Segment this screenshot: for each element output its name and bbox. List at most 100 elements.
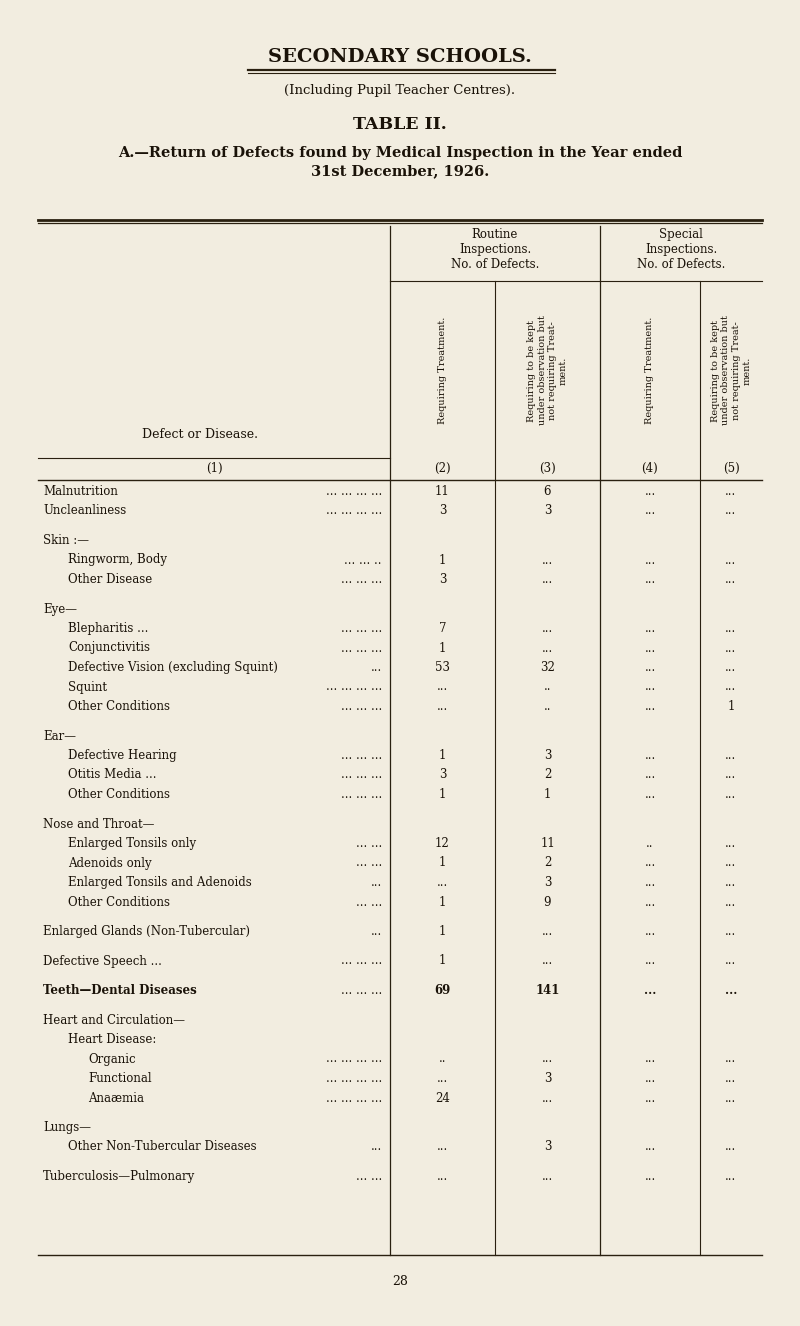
Text: ...: ... [726,1091,737,1105]
Text: ...: ... [726,642,737,655]
Text: 3: 3 [438,573,446,586]
Text: Heart Disease:: Heart Disease: [68,1033,156,1046]
Text: ...: ... [725,984,737,997]
Text: Other Disease: Other Disease [68,573,152,586]
Text: 3: 3 [544,749,551,762]
Text: Enlarged Tonsils and Adenoids: Enlarged Tonsils and Adenoids [68,876,252,888]
Text: ..: .. [438,1053,446,1066]
Text: ...: ... [644,700,656,713]
Text: ...: ... [542,926,553,937]
Text: Uncleanliness: Uncleanliness [43,504,126,517]
Text: ...: ... [644,955,656,968]
Text: ...: ... [726,876,737,888]
Text: ...: ... [726,788,737,801]
Text: ...: ... [644,642,656,655]
Text: ... ...: ... ... [356,895,382,908]
Text: ...: ... [542,553,553,566]
Text: ... ... ...: ... ... ... [341,573,382,586]
Text: 11: 11 [435,485,450,499]
Text: 3: 3 [544,1140,551,1154]
Text: 1: 1 [727,700,734,713]
Text: ... ... ... ...: ... ... ... ... [326,1091,382,1105]
Text: ...: ... [644,749,656,762]
Text: 1: 1 [544,788,551,801]
Text: ...: ... [437,876,448,888]
Text: ... ...: ... ... [356,837,382,850]
Text: ...: ... [726,1071,737,1085]
Text: Conjunctivitis: Conjunctivitis [68,642,150,655]
Text: SECONDARY SCHOOLS.: SECONDARY SCHOOLS. [268,48,532,66]
Text: 1: 1 [439,955,446,968]
Text: ...: ... [644,895,656,908]
Text: ... ... ...: ... ... ... [341,622,382,635]
Text: ...: ... [726,553,737,566]
Text: Routine
Inspections.
No. of Defects.: Routine Inspections. No. of Defects. [451,228,539,271]
Text: ...: ... [437,1170,448,1183]
Text: ... ... ...: ... ... ... [341,769,382,781]
Text: Organic: Organic [88,1053,136,1066]
Text: Anaæmia: Anaæmia [88,1091,144,1105]
Text: ...: ... [726,926,737,937]
Text: ...: ... [644,876,656,888]
Text: ...: ... [726,895,737,908]
Text: Defective Vision (excluding Squint): Defective Vision (excluding Squint) [68,660,278,674]
Text: TABLE II.: TABLE II. [353,115,447,133]
Text: Defective Speech ...: Defective Speech ... [43,955,162,968]
Text: ...: ... [542,955,553,968]
Text: 31st December, 1926.: 31st December, 1926. [311,164,489,178]
Text: ...: ... [726,955,737,968]
Text: 32: 32 [540,660,555,674]
Text: ...: ... [644,1170,656,1183]
Text: ...: ... [370,660,382,674]
Text: ...: ... [726,837,737,850]
Text: ...: ... [370,926,382,937]
Text: A.—Return of Defects found by Medical Inspection in the Year ended: A.—Return of Defects found by Medical In… [118,146,682,160]
Text: Skin :—: Skin :— [43,534,89,548]
Text: ...: ... [726,504,737,517]
Text: ...: ... [542,642,553,655]
Text: ..: .. [544,680,551,693]
Text: 1: 1 [439,857,446,870]
Text: Squint: Squint [68,680,107,693]
Text: (5): (5) [722,461,739,475]
Text: ... ...: ... ... [356,1170,382,1183]
Text: ..: .. [646,837,654,850]
Text: Teeth—Dental Diseases: Teeth—Dental Diseases [43,984,197,997]
Text: ...: ... [644,1091,656,1105]
Text: Defective Hearing: Defective Hearing [68,749,177,762]
Text: ...: ... [644,504,656,517]
Text: ...: ... [644,622,656,635]
Text: Defect or Disease.: Defect or Disease. [142,428,258,442]
Text: Requiring to be kept
under observation but
not requiring Treat-
ment.: Requiring to be kept under observation b… [527,316,568,426]
Text: 2: 2 [544,769,551,781]
Text: ...: ... [726,857,737,870]
Text: ... ... ...: ... ... ... [341,984,382,997]
Text: Ear—: Ear— [43,729,76,743]
Text: ...: ... [542,622,553,635]
Text: ...: ... [644,485,656,499]
Text: ...: ... [437,1071,448,1085]
Text: Heart and Circulation—: Heart and Circulation— [43,1013,185,1026]
Text: ...: ... [726,660,737,674]
Text: ... ... ... ...: ... ... ... ... [326,504,382,517]
Text: ...: ... [542,573,553,586]
Text: 28: 28 [392,1276,408,1288]
Text: ...: ... [644,984,656,997]
Text: Other Conditions: Other Conditions [68,700,170,713]
Text: ...: ... [726,485,737,499]
Text: ... ... ..: ... ... .. [345,553,382,566]
Text: ...: ... [437,1140,448,1154]
Text: 69: 69 [434,984,450,997]
Text: 7: 7 [438,622,446,635]
Text: ...: ... [644,573,656,586]
Text: 3: 3 [438,504,446,517]
Text: Enlarged Tonsils only: Enlarged Tonsils only [68,837,196,850]
Text: Other Conditions: Other Conditions [68,895,170,908]
Text: ...: ... [644,769,656,781]
Text: ...: ... [726,680,737,693]
Text: ... ... ...: ... ... ... [341,955,382,968]
Text: 24: 24 [435,1091,450,1105]
Text: Nose and Throat—: Nose and Throat— [43,818,154,830]
Text: Ringworm, Body: Ringworm, Body [68,553,167,566]
Text: ...: ... [542,1091,553,1105]
